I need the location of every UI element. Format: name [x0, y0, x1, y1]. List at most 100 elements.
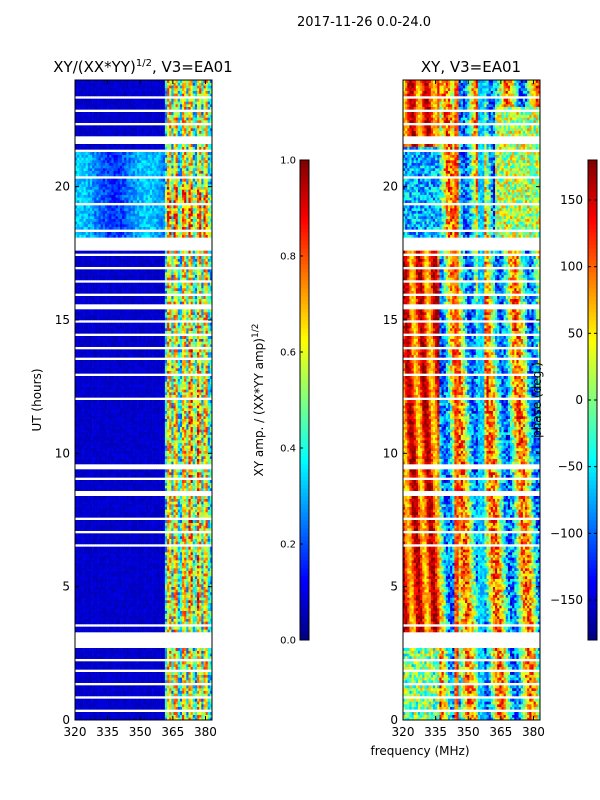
heatmap-cell: [179, 661, 183, 665]
heatmap-cell: [154, 573, 157, 577]
heatmap-cell: [107, 616, 110, 619]
heatmap-cell: [100, 474, 104, 478]
heatmap-cell: [158, 562, 161, 566]
heatmap-cell: [79, 581, 82, 585]
heatmap-cell: [137, 578, 140, 582]
heatmap-cell: [162, 680, 166, 683]
heatmap-cell: [130, 498, 134, 502]
heatmap-cell: [182, 717, 185, 720]
heatmap-cell: [111, 677, 114, 681]
heatmap-cell: [113, 488, 116, 491]
heatmap-cell: [197, 528, 200, 531]
heatmap-cell: [128, 701, 131, 705]
heatmap-cell: [173, 570, 176, 574]
heatmap-cell: [199, 560, 202, 563]
heatmap-cell: [115, 528, 119, 531]
heatmap-cell: [199, 554, 202, 558]
heatmap-cell: [171, 533, 174, 537]
heatmap-cell: [201, 714, 204, 718]
heatmap-cell: [109, 578, 112, 582]
heatmap-cell: [169, 525, 172, 529]
heatmap-cell: [175, 480, 179, 483]
heatmap-cell: [139, 568, 142, 571]
heatmap-cell: [117, 482, 121, 486]
heatmap-cell: [115, 621, 119, 625]
heatmap-cell: [197, 482, 200, 486]
heatmap-cell: [145, 589, 149, 593]
heatmap-cell: [160, 536, 164, 539]
heatmap-cell: [143, 656, 146, 659]
heatmap-cell: [132, 536, 136, 539]
heatmap-cell: [182, 688, 185, 691]
heatmap-cell: [134, 557, 138, 561]
heatmap-cell: [190, 581, 194, 585]
heatmap-cell: [160, 701, 164, 705]
x-axis-label: frequency (MHz): [370, 744, 469, 758]
heatmap-cell: [107, 509, 110, 513]
heatmap-cell: [117, 520, 121, 523]
heatmap-cell: [139, 602, 142, 606]
heatmap-cell: [94, 584, 97, 587]
heatmap-cell: [190, 674, 194, 678]
heatmap-cell: [122, 472, 125, 475]
heatmap-cell: [186, 610, 189, 614]
heatmap-cell: [98, 664, 101, 667]
heatmap-cell: [89, 586, 93, 590]
heatmap-cell: [152, 520, 155, 523]
heatmap-cell: [117, 685, 121, 689]
heatmap-cell: [87, 461, 91, 465]
heatmap-cell: [77, 677, 80, 681]
heatmap-cell: [158, 608, 161, 611]
heatmap-cell: [87, 680, 91, 683]
heatmap-cell: [124, 576, 127, 579]
heatmap-cell: [83, 704, 86, 707]
heatmap-cell: [122, 674, 125, 678]
heatmap-cell: [154, 482, 157, 486]
heatmap-cell: [75, 600, 78, 603]
heatmap-cell: [96, 685, 99, 689]
heatmap-cell: [205, 602, 209, 606]
heatmap-cell: [126, 704, 129, 707]
heatmap-cell: [81, 602, 84, 606]
heatmap-cell: [201, 600, 204, 603]
heatmap-cell: [194, 629, 198, 633]
heatmap-cell: [152, 698, 155, 702]
heatmap-cell: [169, 576, 172, 579]
heatmap-cell: [205, 533, 209, 537]
heatmap-cell: [147, 578, 151, 582]
heatmap-cell: [75, 557, 78, 561]
heatmap-cell: [175, 485, 179, 489]
heatmap-cell: [177, 602, 181, 606]
heatmap-cell: [134, 706, 138, 710]
heatmap-cell: [100, 600, 104, 603]
heatmap-cell: [207, 592, 211, 595]
heatmap-cell: [98, 605, 101, 609]
heatmap-cell: [98, 512, 101, 515]
heatmap-cell: [94, 525, 97, 529]
heatmap-cell: [104, 677, 108, 681]
heatmap-cell: [83, 578, 86, 582]
heatmap-cell: [184, 608, 187, 611]
heatmap-cell: [111, 509, 114, 513]
heatmap-cell: [79, 586, 82, 590]
heatmap-cell: [160, 538, 164, 542]
heatmap-cell: [107, 650, 110, 654]
heatmap-cell: [111, 664, 114, 667]
heatmap-cell: [143, 621, 146, 625]
heatmap-cell: [104, 496, 108, 499]
heatmap-cell: [115, 602, 119, 606]
heatmap-cell: [186, 698, 189, 702]
heatmap-cell: [152, 680, 155, 683]
heatmap-cell: [160, 458, 164, 462]
heatmap-cell: [115, 557, 119, 561]
heatmap-cell: [147, 584, 151, 587]
heatmap-cell: [194, 616, 198, 619]
heatmap-cell: [113, 629, 116, 633]
heatmap-cell: [122, 610, 125, 614]
heatmap-cell: [79, 712, 82, 715]
heatmap-cell: [162, 514, 166, 518]
heatmap-cell: [124, 653, 127, 657]
heatmap-cell: [102, 685, 106, 689]
heatmap-cell: [75, 498, 78, 502]
heatmap-cell: [122, 594, 125, 598]
